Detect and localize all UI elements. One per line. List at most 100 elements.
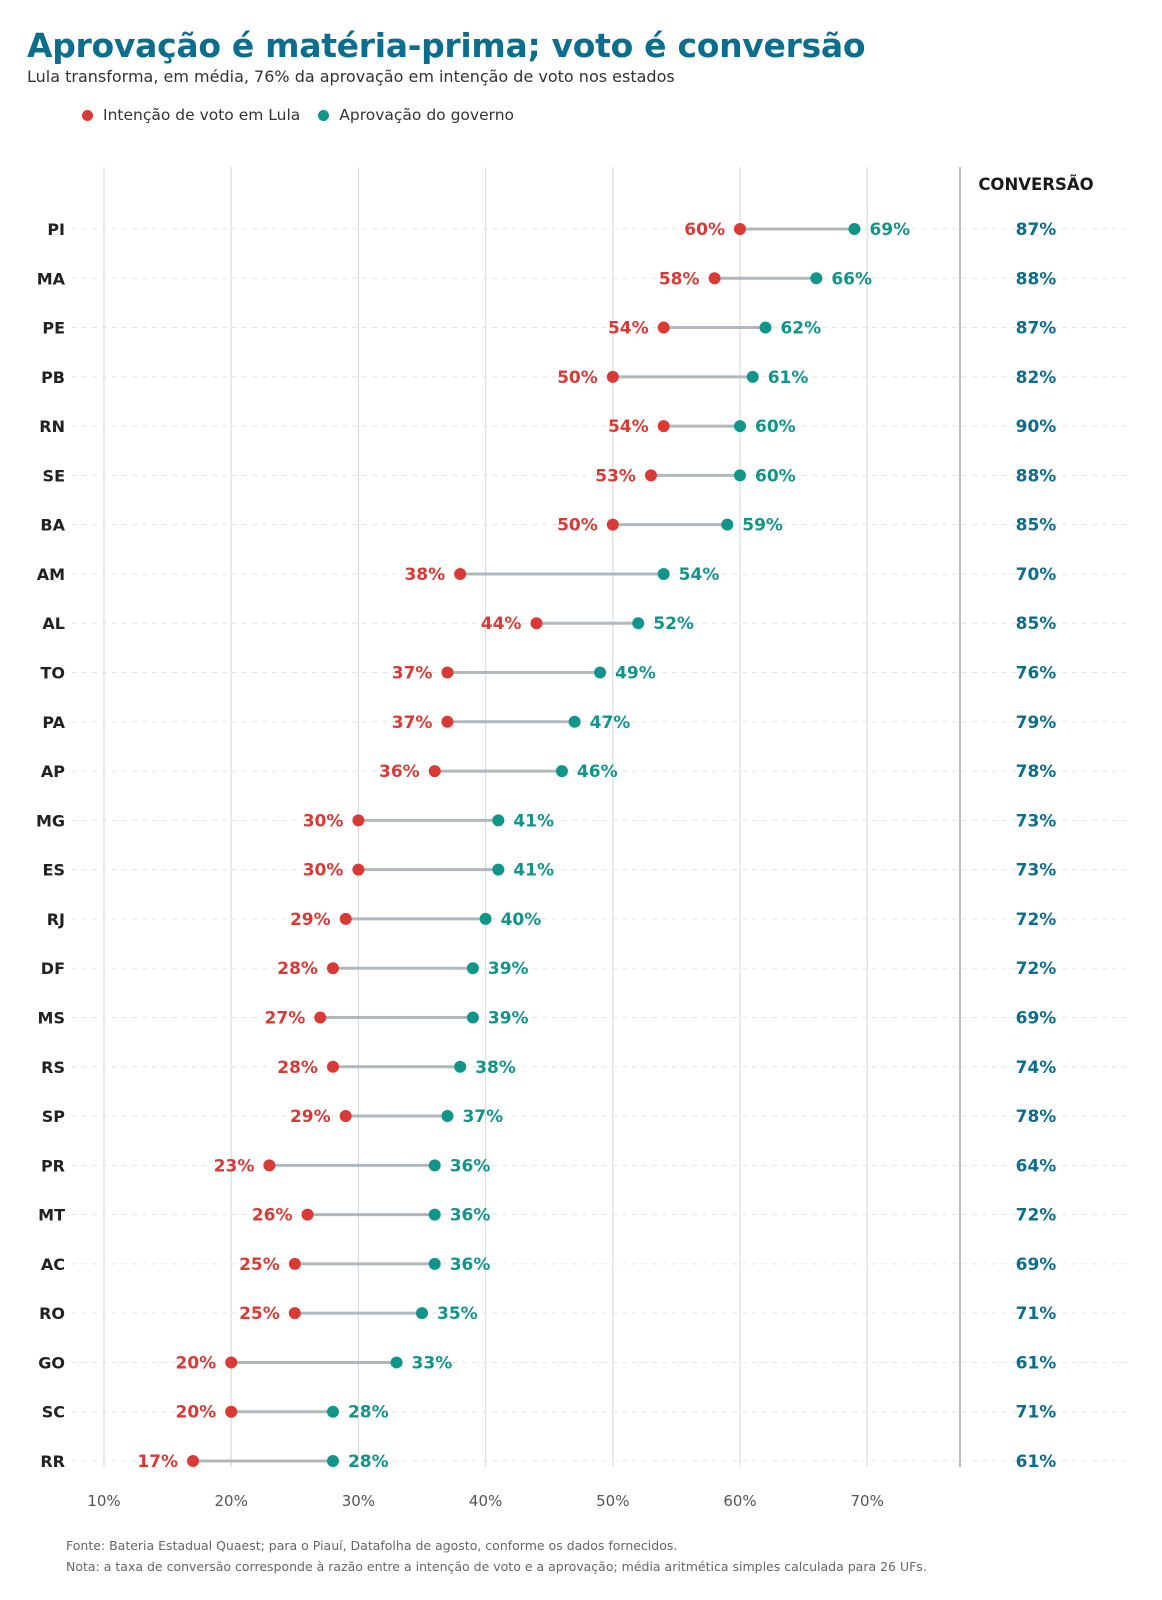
approval-label: 37%: [462, 1107, 503, 1127]
legend-approval-label: Aprovação do governo: [339, 106, 515, 124]
vote-label: 25%: [239, 1255, 280, 1275]
state-label: SE: [43, 466, 65, 485]
vote-point: [326, 962, 339, 975]
approval-point: [479, 912, 492, 925]
vote-point: [225, 1356, 238, 1369]
vote-point: [454, 567, 467, 580]
vote-point: [606, 370, 619, 383]
state-label: GO: [38, 1353, 65, 1372]
state-label: SC: [42, 1403, 65, 1422]
state-label: MT: [38, 1206, 65, 1225]
conversion-value: 73%: [1016, 811, 1057, 831]
vote-label: 25%: [239, 1304, 280, 1324]
vote-point: [301, 1208, 314, 1221]
conversion-value: 87%: [1016, 220, 1057, 240]
vote-label: 20%: [175, 1353, 216, 1373]
approval-point: [441, 1110, 454, 1123]
vote-point: [352, 863, 365, 876]
legend: Intenção de voto em Lula Aprovação do go…: [82, 106, 532, 124]
conversion-value: 61%: [1016, 1452, 1057, 1472]
approval-point: [492, 814, 505, 827]
vote-label: 44%: [481, 614, 522, 634]
vote-label: 58%: [659, 269, 700, 289]
approval-label: 66%: [831, 269, 872, 289]
approval-label: 69%: [869, 220, 910, 240]
conversion-value: 71%: [1016, 1403, 1057, 1423]
state-label: MG: [36, 811, 65, 830]
vote-point: [428, 765, 441, 778]
state-label: RS: [41, 1058, 65, 1077]
state-label: DF: [41, 959, 65, 978]
state-label: PE: [42, 319, 65, 338]
conversion-value: 90%: [1016, 417, 1057, 437]
approval-label: 61%: [768, 368, 809, 388]
approval-label: 36%: [450, 1206, 491, 1226]
vote-point: [352, 814, 365, 827]
approval-point: [428, 1257, 441, 1270]
vote-point: [644, 469, 657, 482]
conversion-value: 79%: [1016, 713, 1057, 733]
vote-label: 53%: [595, 466, 636, 486]
approval-label: 47%: [590, 713, 631, 733]
state-label: PR: [41, 1156, 65, 1175]
approval-label: 54%: [679, 565, 720, 585]
approval-point: [326, 1455, 339, 1467]
legend-vote-marker: [82, 109, 93, 121]
state-label: AM: [37, 565, 65, 584]
approval-label: 60%: [755, 466, 796, 486]
approval-point: [466, 962, 479, 975]
approval-label: 36%: [450, 1255, 491, 1275]
approval-point: [734, 469, 746, 482]
state-label: PA: [42, 713, 65, 732]
vote-point: [734, 223, 746, 235]
approval-label: 52%: [653, 614, 694, 634]
approval-label: 46%: [577, 762, 618, 782]
vote-label: 17%: [137, 1452, 178, 1472]
conversion-value: 71%: [1016, 1304, 1057, 1324]
vote-label: 27%: [265, 1008, 306, 1028]
vote-label: 50%: [557, 516, 598, 536]
conversion-header: CONVERSÃO: [978, 175, 1093, 194]
vote-label: 37%: [392, 713, 433, 733]
vote-label: 50%: [557, 368, 598, 388]
approval-point: [416, 1307, 428, 1320]
state-label: RR: [40, 1452, 65, 1471]
vote-point: [326, 1060, 339, 1073]
legend-item-approval: Aprovação do governo: [318, 106, 514, 124]
vote-point: [339, 1110, 352, 1123]
conversion-value: 64%: [1016, 1156, 1057, 1176]
approval-point: [428, 1159, 441, 1172]
state-label: MA: [37, 269, 66, 288]
legend-approval-marker: [318, 109, 330, 121]
vote-label: 54%: [608, 417, 649, 437]
approval-point: [326, 1405, 339, 1418]
vote-label: 60%: [684, 220, 725, 240]
conversion-value: 69%: [1016, 1255, 1057, 1275]
vote-point: [441, 715, 454, 728]
conversion-value: 78%: [1016, 1107, 1057, 1127]
footer-source: Fonte: Bateria Estadual Quaest; para o P…: [66, 1538, 678, 1553]
chart-title: Aprovação é matéria-prima; voto é conver…: [27, 26, 866, 65]
approval-label: 62%: [780, 319, 821, 339]
vote-point: [225, 1405, 238, 1418]
vote-point: [339, 912, 352, 925]
conversion-value: 70%: [1016, 565, 1057, 585]
conversion-value: 61%: [1016, 1353, 1057, 1373]
vote-point: [187, 1455, 200, 1467]
approval-point: [810, 272, 823, 285]
conversion-value: 85%: [1016, 516, 1057, 536]
approval-label: 41%: [513, 861, 554, 881]
state-label: PI: [47, 220, 65, 239]
conversion-value: 72%: [1016, 910, 1057, 930]
vote-point: [263, 1159, 276, 1172]
approval-point: [428, 1208, 441, 1221]
conversion-value: 85%: [1016, 614, 1057, 634]
state-label: ES: [43, 861, 65, 880]
approval-label: 36%: [450, 1156, 491, 1176]
state-label: TO: [40, 664, 65, 683]
conversion-value: 72%: [1016, 1206, 1057, 1226]
approval-label: 39%: [488, 959, 529, 979]
approval-point: [568, 715, 581, 728]
vote-point: [606, 518, 619, 531]
chart-subtitle: Lula transforma, em média, 76% da aprova…: [27, 67, 675, 86]
